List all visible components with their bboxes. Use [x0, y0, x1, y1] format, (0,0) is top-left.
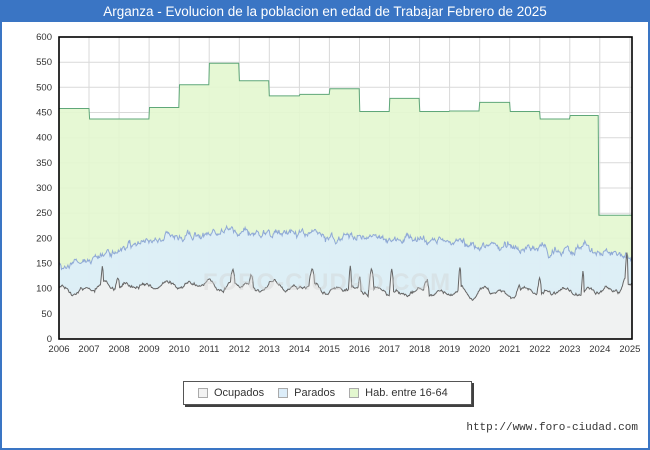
svg-text:500: 500: [36, 82, 52, 93]
svg-text:2025: 2025: [619, 344, 640, 355]
svg-text:2020: 2020: [469, 344, 490, 355]
svg-text:200: 200: [36, 233, 52, 244]
svg-text:2023: 2023: [559, 344, 580, 355]
svg-text:100: 100: [36, 284, 52, 295]
svg-text:2016: 2016: [349, 344, 370, 355]
svg-text:350: 350: [36, 158, 52, 169]
svg-text:2015: 2015: [319, 344, 340, 355]
svg-text:600: 600: [36, 32, 52, 43]
svg-text:450: 450: [36, 108, 52, 119]
svg-text:2019: 2019: [439, 344, 460, 355]
svg-text:2011: 2011: [199, 344, 219, 355]
svg-text:2010: 2010: [169, 344, 190, 355]
svg-text:2012: 2012: [229, 344, 250, 355]
svg-text:2007: 2007: [78, 344, 99, 355]
svg-text:2009: 2009: [139, 344, 160, 355]
svg-text:50: 50: [41, 309, 52, 320]
svg-text:300: 300: [36, 183, 52, 194]
svg-text:150: 150: [36, 259, 52, 270]
svg-text:2018: 2018: [409, 344, 430, 355]
svg-text:250: 250: [36, 208, 52, 219]
svg-text:2006: 2006: [48, 344, 69, 355]
svg-text:0: 0: [47, 334, 52, 345]
svg-text:2013: 2013: [259, 344, 280, 355]
svg-text:2021: 2021: [499, 344, 520, 355]
svg-text:2024: 2024: [589, 344, 610, 355]
svg-text:2014: 2014: [289, 344, 310, 355]
svg-text:400: 400: [36, 133, 52, 144]
svg-text:2008: 2008: [109, 344, 130, 355]
svg-text:2017: 2017: [379, 344, 400, 355]
svg-text:550: 550: [36, 57, 52, 68]
svg-text:2022: 2022: [529, 344, 550, 355]
